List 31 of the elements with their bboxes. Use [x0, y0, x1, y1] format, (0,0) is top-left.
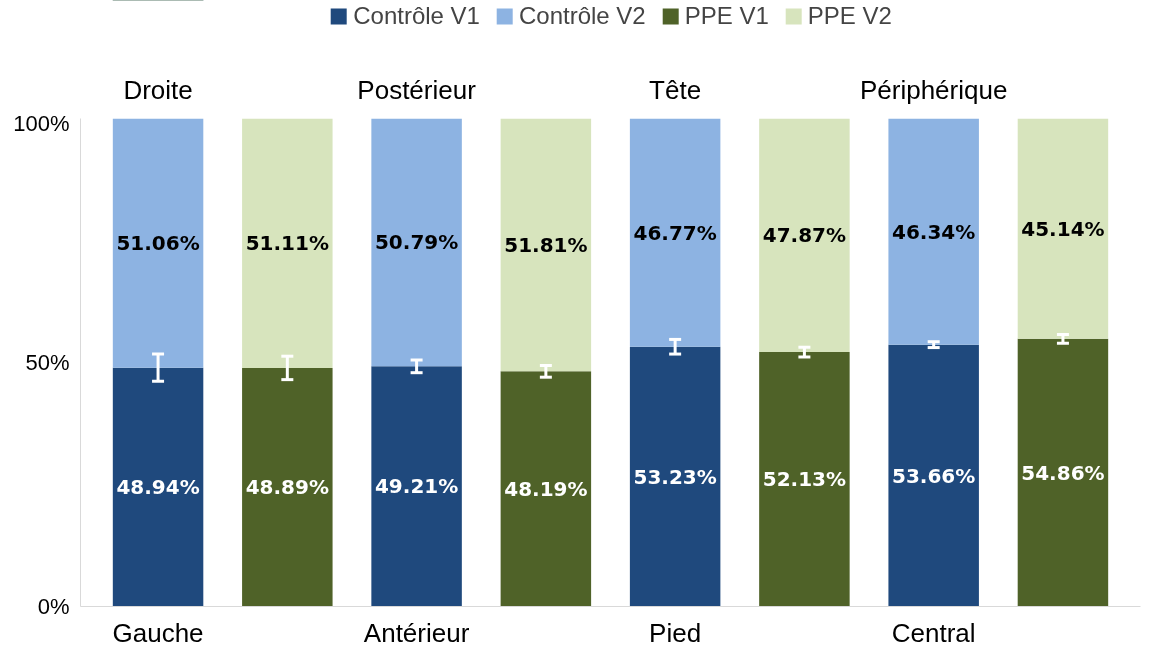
data-label: 49.21% [374, 474, 459, 499]
x-tick-label: Central [891, 617, 976, 648]
text: Tête [649, 75, 702, 105]
data-label: 51.11% [245, 231, 329, 256]
y-tick-label: 50% [25, 350, 70, 375]
data-label: 51.06% [116, 231, 200, 256]
legend-label: PPE V2 [807, 2, 892, 30]
data-label: 46.34% [892, 219, 976, 244]
x-tick-label: Antérieur [363, 617, 470, 648]
data-label: 48.94% [116, 475, 200, 500]
text: Droite [123, 75, 193, 105]
data-label: 46.77% [633, 220, 717, 245]
data-label: 53.66% [892, 463, 976, 488]
y-tick-label: 100% [13, 110, 70, 136]
data-label: 52.13% [762, 467, 847, 492]
x-tick-label: Gauche [112, 617, 204, 648]
x-tick-label: Pied [649, 617, 702, 648]
y-tick-label: 0% [37, 594, 70, 619]
data-label: 51.81% [504, 232, 588, 257]
legend-label: Contrôle V1 [353, 2, 480, 30]
data-label: 48.89% [245, 475, 329, 500]
text: Postérieur [357, 75, 477, 105]
data-label: 53.23% [633, 464, 717, 489]
data-label: 50.79% [374, 230, 459, 255]
data-label: 47.87% [762, 223, 847, 248]
legend-label: Contrôle V2 [518, 2, 646, 30]
legend-label: PPE V1 [684, 2, 769, 30]
data-label: 48.19% [504, 476, 588, 501]
data-label: 54.86% [1021, 460, 1105, 485]
text: Périphérique [859, 75, 1008, 105]
data-label: 45.14% [1021, 216, 1105, 241]
